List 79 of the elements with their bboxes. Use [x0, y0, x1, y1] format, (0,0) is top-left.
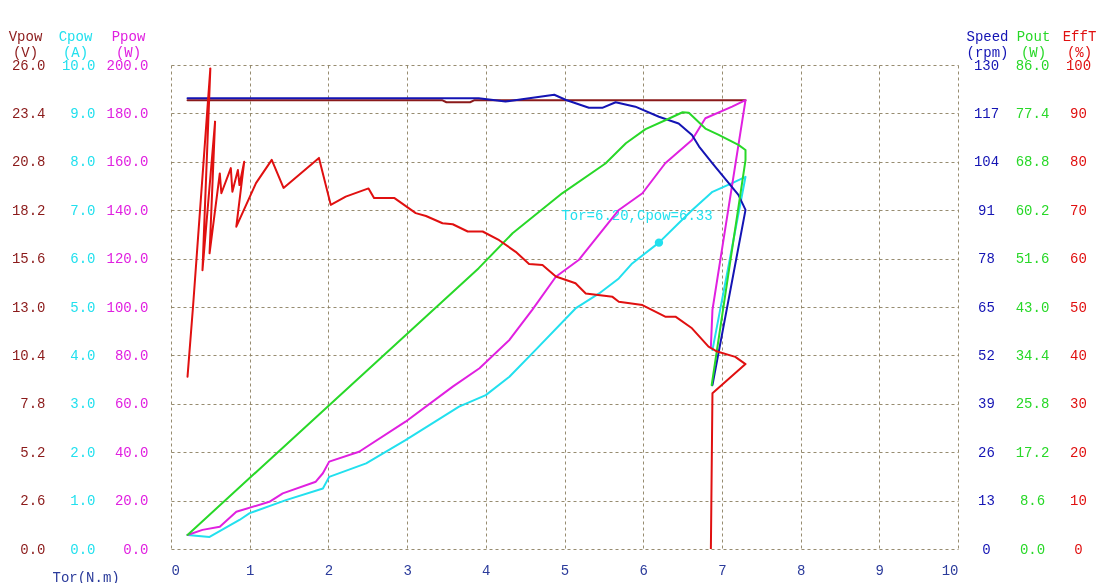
y3-axis-title: Ppow (W) [111, 28, 146, 61]
y-tick-label: 0 [982, 541, 991, 558]
y3-tick-label: 40.0 [114, 444, 149, 461]
y3-tick-label: 140.0 [106, 202, 149, 219]
y2-tick-label: 51.6 [1015, 251, 1050, 268]
y3-tick-label: 40 [1070, 347, 1087, 364]
y-tick-label: 91 [978, 202, 995, 219]
y3-tick-label: 20 [1070, 444, 1087, 461]
y2-tick-label: 8.0 [70, 154, 96, 171]
y2-tick-label: 9.0 [70, 105, 96, 122]
y3-tick-label: 160.0 [106, 154, 149, 171]
y3-tick-label: 50 [1070, 299, 1087, 316]
y2-tick-label: 77.4 [1015, 105, 1050, 122]
y3-tick-label: 60 [1070, 251, 1087, 268]
y-tick-label: 26 [978, 444, 995, 461]
y2-tick-label: 4.0 [70, 347, 96, 364]
y3-tick-label: 100.0 [106, 299, 149, 316]
y-tick-label: 104 [973, 154, 1000, 171]
x-tick-label: 9 [875, 562, 884, 579]
y2-tick-label: 1.0 [70, 493, 96, 510]
y2-tick-label: 7.0 [70, 202, 96, 219]
y-axis-title: Speed (rpm) [966, 28, 1009, 61]
x-tick-label: 6 [639, 562, 648, 579]
x-tick-label: 7 [718, 562, 727, 579]
y2-tick-label: 2.0 [70, 444, 96, 461]
y2-tick-label: 17.2 [1015, 444, 1050, 461]
y2-axis-title: Pout (W) [1016, 28, 1051, 61]
y3-tick-label: 30 [1070, 396, 1087, 413]
x-tick-label: 10 [941, 562, 959, 579]
y-axis-title: Vpow (V) [8, 28, 43, 61]
y2-tick-label: 8.6 [1019, 493, 1046, 510]
y3-tick-label: 20.0 [114, 493, 149, 510]
line-series [186, 93, 747, 387]
y3-tick-label: 90 [1070, 105, 1087, 122]
x-tick-label: 5 [560, 562, 570, 579]
x-tick-label: 4 [482, 562, 491, 579]
y3-tick-label: 0 [1074, 541, 1083, 558]
y-tick-label: 13.0 [11, 299, 46, 316]
y-tick-label: 39 [978, 396, 995, 413]
y2-tick-label: 5.0 [70, 299, 96, 316]
y-tick-label: 52 [978, 347, 995, 364]
y-tick-label: 15.6 [11, 251, 46, 268]
y3-tick-label: 120.0 [106, 251, 149, 268]
y3-tick-label: 80.0 [114, 347, 149, 364]
y-tick-label: 117 [973, 105, 1000, 122]
line-series [186, 175, 747, 538]
y-tick-label: 78 [978, 251, 995, 268]
y2-tick-label: 6.0 [70, 251, 96, 268]
x-tick-label: 3 [403, 562, 412, 579]
y-tick-label: 65 [978, 299, 995, 316]
y-tick-label: 18.2 [11, 202, 46, 219]
y2-tick-label: 43.0 [1015, 299, 1050, 316]
y2-tick-label: 60.2 [1015, 202, 1050, 219]
y2-tick-label: 68.8 [1015, 154, 1050, 171]
y3-tick-label: 70 [1070, 202, 1087, 219]
x-tick-label: 1 [246, 562, 255, 579]
y3-tick-label: 10 [1070, 493, 1087, 510]
y2-tick-label: 25.8 [1015, 396, 1050, 413]
x-tick-label: 2 [324, 562, 334, 579]
y3-tick-label: 0.0 [123, 541, 149, 558]
y-tick-label: 20.8 [11, 154, 46, 171]
y2-axis-title: Cpow (A) [58, 28, 93, 61]
y2-tick-label: 3.0 [70, 396, 96, 413]
y-tick-label: 23.4 [11, 105, 46, 122]
y-tick-label: 0.0 [20, 541, 46, 558]
y-tick-label: 10.4 [11, 347, 46, 364]
y2-tick-label: 0.0 [1019, 541, 1046, 558]
y3-tick-label: 180.0 [106, 105, 149, 122]
y3-tick-label: 80 [1070, 154, 1087, 171]
y2-tick-label: 34.4 [1015, 347, 1050, 364]
y-tick-label: 7.8 [20, 396, 46, 413]
y-tick-label: 13 [978, 493, 995, 510]
y3-axis-title: EffT (%) [1062, 28, 1097, 61]
x-tick-label: 8 [796, 562, 806, 579]
y-tick-label: 2.6 [20, 493, 46, 510]
y2-tick-label: 0.0 [70, 541, 96, 558]
y-tick-label: 5.2 [20, 444, 46, 461]
y3-tick-label: 60.0 [114, 396, 149, 413]
x-tick-label: 0 [171, 562, 180, 579]
